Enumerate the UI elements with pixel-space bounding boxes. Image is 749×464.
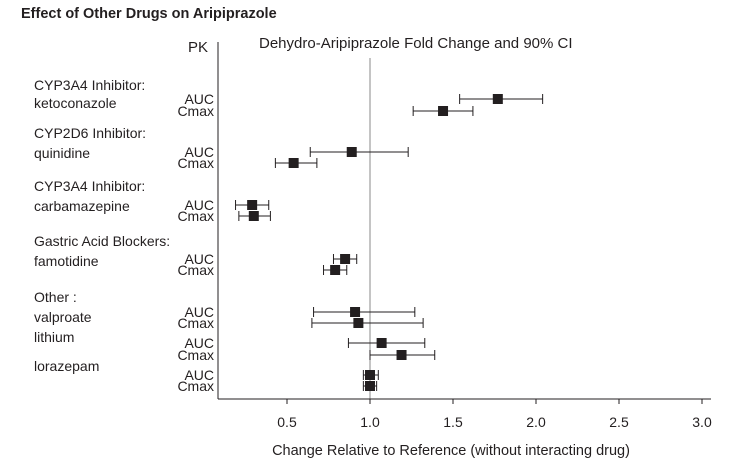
drug-group-label: CYP3A4 Inhibitor: <box>34 178 145 194</box>
point-estimate <box>248 211 259 221</box>
point-estimate <box>438 106 449 116</box>
drug-group-label: CYP2D6 Inhibitor: <box>34 125 146 141</box>
pk-label: Cmax <box>177 103 214 119</box>
plot-title: Dehydro-Aripiprazole Fold Change and 90%… <box>259 35 573 52</box>
pk-label: Cmax <box>177 155 214 171</box>
pk-label: Cmax <box>177 378 214 394</box>
point-estimate <box>353 318 364 328</box>
pk-label: AUC <box>184 304 214 320</box>
pk-label: AUC <box>184 251 214 267</box>
point-estimate <box>376 338 387 348</box>
x-tick-label: 1.0 <box>360 414 380 430</box>
x-tick-label: 3.0 <box>692 414 712 430</box>
pk-label: AUC <box>184 144 214 160</box>
pk-label: Cmax <box>177 262 214 278</box>
drug-group-label: Gastric Acid Blockers: <box>34 233 170 249</box>
drug-group-label: valproate <box>34 309 92 325</box>
point-estimate <box>492 94 503 104</box>
drug-group-label: quinidine <box>34 145 90 161</box>
x-tick-label: 0.5 <box>277 414 297 430</box>
pk-column-header: PK <box>188 39 208 56</box>
point-estimate <box>330 265 341 275</box>
x-tick-label: 1.5 <box>443 414 463 430</box>
drug-group-label: CYP3A4 Inhibitor: <box>34 77 145 93</box>
drug-group-label: lorazepam <box>34 358 99 374</box>
point-estimate <box>340 254 351 264</box>
pk-label: Cmax <box>177 315 214 331</box>
drug-group-label: ketoconazole <box>34 95 117 111</box>
point-estimate <box>365 381 375 391</box>
pk-label: AUC <box>184 197 214 213</box>
point-estimate <box>396 350 407 360</box>
point-estimate <box>346 147 357 157</box>
drug-group-label: famotidine <box>34 253 99 269</box>
pk-label: AUC <box>184 367 214 383</box>
drug-group-label: carbamazepine <box>34 198 130 214</box>
chart-title: Effect of Other Drugs on Aripiprazole <box>21 6 277 22</box>
drug-group-label: Other : <box>34 289 77 305</box>
point-estimate <box>288 158 299 168</box>
pk-label: AUC <box>184 91 214 107</box>
pk-label: AUC <box>184 335 214 351</box>
point-estimate <box>247 200 258 210</box>
point-estimate <box>365 370 375 380</box>
drug-group-label: lithium <box>34 329 74 345</box>
x-tick-label: 2.5 <box>609 414 629 430</box>
x-axis-label: Change Relative to Reference (without in… <box>272 443 630 459</box>
pk-label: Cmax <box>177 208 214 224</box>
point-estimate <box>350 307 361 317</box>
pk-label: Cmax <box>177 347 214 363</box>
x-tick-label: 2.0 <box>526 414 546 430</box>
